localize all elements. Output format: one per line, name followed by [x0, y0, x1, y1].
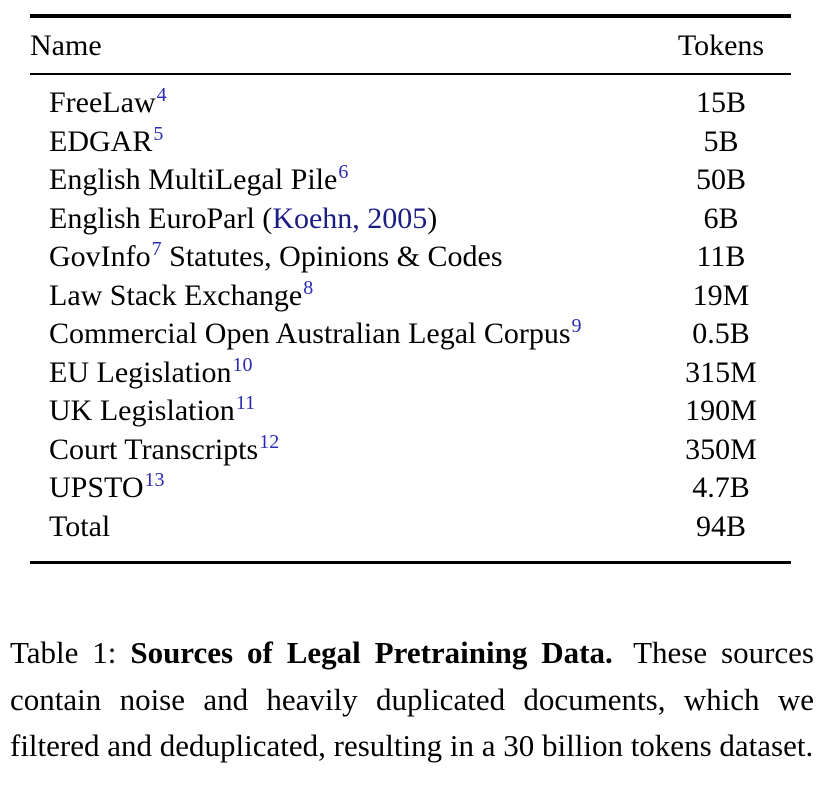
table-row: Court Transcripts12 350M [30, 431, 791, 470]
citation-link[interactable]: Koehn, 2005 [272, 201, 428, 235]
table-row: Total 94B [30, 508, 791, 563]
table-row: UPSTO13 4.7B [30, 469, 791, 508]
table-caption: Table 1: Sources of Legal Pretraining Da… [10, 630, 814, 770]
token-count-cell: 19M [692, 278, 750, 312]
source-name-cell: GovInfo7 Statutes, Opinions & Codes [49, 238, 503, 273]
token-count-cell: 6B [703, 201, 739, 235]
source-name-cell: UPSTO13 [49, 469, 165, 504]
column-header-tokens: Tokens [651, 16, 791, 75]
footnote-link[interactable]: 12 [259, 430, 280, 453]
token-count-cell: 4.7B [692, 471, 750, 504]
source-name-cell: English MultiLegal Pile6 [49, 161, 349, 196]
table-row: Commercial Open Australian Legal Corpus9… [30, 315, 791, 354]
table-row: English EuroParl (Koehn, 2005) 6B [30, 200, 791, 239]
token-count-cell: 315M [685, 355, 757, 389]
table-row: FreeLaw4 15B [30, 74, 791, 123]
table-row: GovInfo7 Statutes, Opinions & Codes 11B [30, 238, 791, 277]
caption-label: Table 1: [10, 635, 117, 670]
token-count-cell: 350M [685, 432, 757, 466]
sources-table: Name Tokens FreeLaw4 15B EDGAR5 5B Engli… [30, 14, 791, 564]
token-count-cell: 15B [695, 86, 746, 119]
source-name-cell: Commercial Open Australian Legal Corpus9 [49, 315, 582, 350]
token-count-cell: 50B [695, 163, 746, 196]
table-body: FreeLaw4 15B EDGAR5 5B English MultiLega… [30, 74, 791, 563]
token-count-cell: 190M [685, 394, 757, 427]
pretraining-data-table: Name Tokens FreeLaw4 15B EDGAR5 5B Engli… [30, 14, 791, 564]
table-row: Law Stack Exchange8 19M [30, 277, 791, 316]
source-name-cell: Total [49, 509, 111, 543]
source-name-cell: UK Legislation11 [49, 392, 256, 427]
table-row: English MultiLegal Pile6 50B [30, 161, 791, 200]
footnote-link[interactable]: 5 [153, 122, 164, 145]
footnote-link[interactable]: 7 [151, 238, 162, 260]
footnote-link[interactable]: 6 [338, 161, 349, 183]
source-name-cell: EU Legislation10 [49, 353, 253, 389]
token-count-cell: 11B [696, 240, 746, 273]
footnote-link[interactable]: 13 [144, 469, 165, 491]
footnote-link[interactable]: 9 [571, 315, 582, 337]
source-name-cell: English EuroParl (Koehn, 2005) [49, 201, 438, 235]
source-name-cell: EDGAR5 [49, 122, 164, 158]
footnote-link[interactable]: 11 [235, 392, 256, 414]
table-row: UK Legislation11 190M [30, 392, 791, 431]
source-name-cell: Law Stack Exchange8 [49, 276, 314, 312]
footnote-link[interactable]: 4 [156, 84, 167, 106]
token-count-cell: 5B [703, 124, 739, 158]
footnote-link[interactable]: 8 [303, 276, 314, 299]
token-count-cell: 0.5B [692, 317, 750, 350]
source-name-cell: Court Transcripts12 [49, 430, 280, 466]
table-row: EDGAR5 5B [30, 123, 791, 162]
footnote-link[interactable]: 10 [232, 353, 253, 376]
source-name-cell: FreeLaw4 [49, 84, 167, 119]
table-header-row: Name Tokens [30, 16, 791, 75]
table-row: EU Legislation10 315M [30, 354, 791, 393]
token-count-cell: 94B [695, 509, 746, 543]
column-header-name: Name [30, 16, 651, 75]
caption-title: Sources of Legal Pretraining Data. [130, 635, 613, 670]
caption-text: These sources contain noise and heavily … [10, 635, 814, 763]
